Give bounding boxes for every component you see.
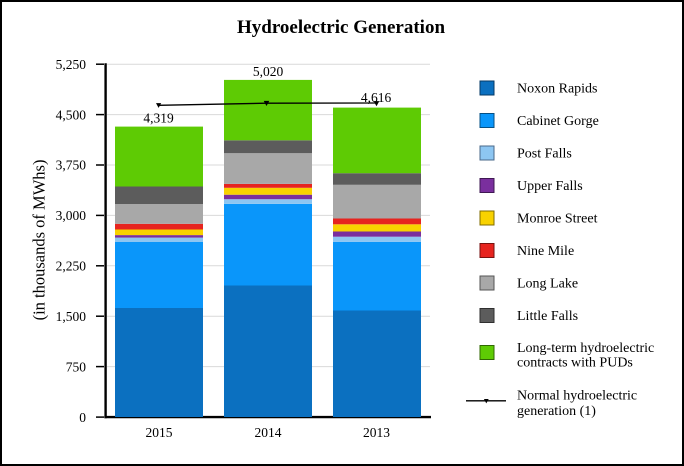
svg-text:2013: 2013 xyxy=(363,425,390,440)
svg-text:Post Falls: Post Falls xyxy=(517,147,572,162)
svg-text:Little Falls: Little Falls xyxy=(517,309,578,324)
svg-text:3,000: 3,000 xyxy=(56,208,87,223)
svg-text:2014: 2014 xyxy=(255,425,282,440)
svg-text:contracts with PUDs: contracts with PUDs xyxy=(517,356,633,371)
svg-text:5,020: 5,020 xyxy=(253,64,284,79)
svg-text:4,616: 4,616 xyxy=(361,90,392,105)
svg-text:Hydroelectric Generation: Hydroelectric Generation xyxy=(237,17,445,38)
svg-text:750: 750 xyxy=(66,359,87,374)
svg-text:0: 0 xyxy=(79,410,86,425)
svg-text:Monroe Street: Monroe Street xyxy=(517,212,598,227)
svg-text:1,500: 1,500 xyxy=(56,309,87,324)
svg-text:2,250: 2,250 xyxy=(56,259,87,274)
svg-text:2015: 2015 xyxy=(146,425,173,440)
svg-text:Long-term hydroelectric: Long-term hydroelectric xyxy=(517,341,654,356)
svg-text:Long Lake: Long Lake xyxy=(517,277,578,292)
svg-text:generation (1): generation (1) xyxy=(517,404,596,419)
svg-text:Upper Falls: Upper Falls xyxy=(517,179,583,194)
svg-text:Noxon Rapids: Noxon Rapids xyxy=(517,82,598,97)
svg-text:Cabinet Gorge: Cabinet Gorge xyxy=(517,114,599,129)
svg-text:Normal hydroelectric: Normal hydroelectric xyxy=(517,389,637,404)
svg-text:Nine Mile: Nine Mile xyxy=(517,244,574,259)
svg-text:3,750: 3,750 xyxy=(56,158,87,173)
svg-text:5,250: 5,250 xyxy=(56,57,87,72)
svg-text:4,319: 4,319 xyxy=(143,110,174,125)
svg-text:4,500: 4,500 xyxy=(56,107,87,122)
svg-text:(in thousands of MWhs): (in thousands of MWhs) xyxy=(30,160,49,321)
